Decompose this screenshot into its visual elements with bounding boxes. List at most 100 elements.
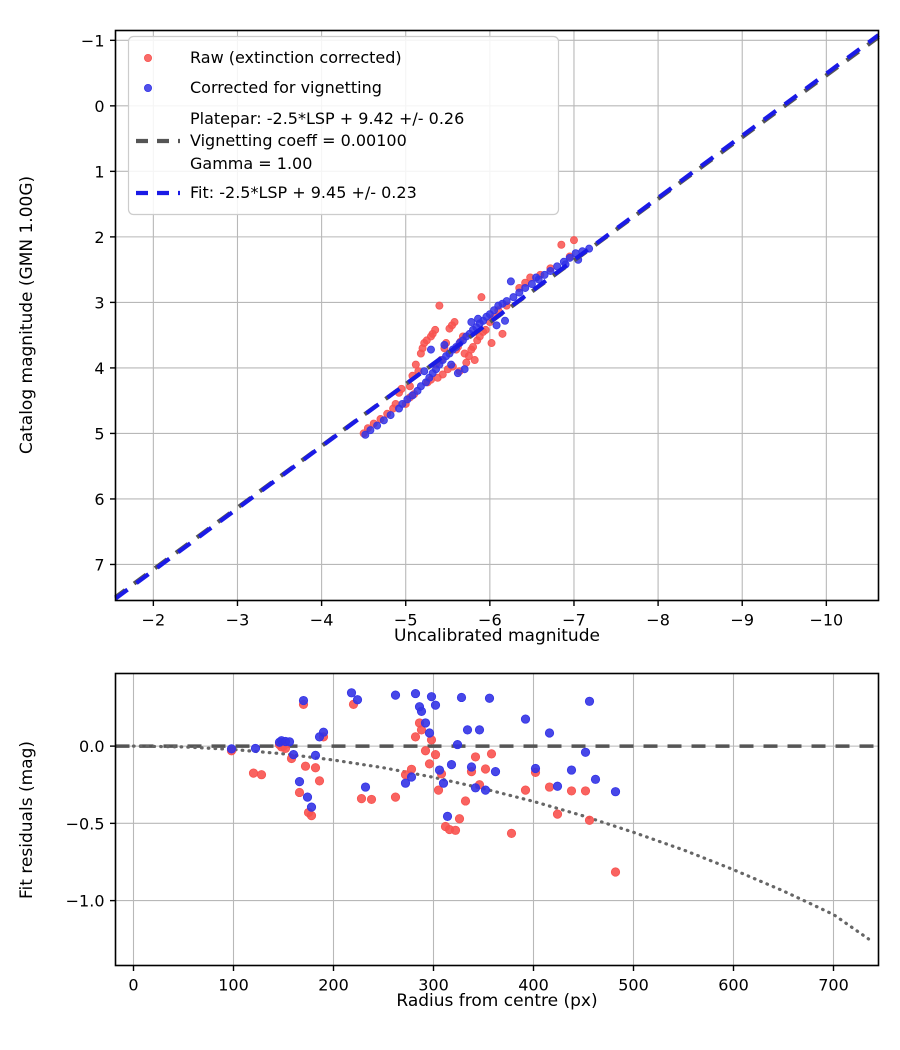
- data-point: [580, 747, 591, 757]
- tick-label-y: 3: [94, 293, 104, 312]
- data-point: [433, 785, 444, 795]
- tick-label-x: −4: [310, 611, 334, 630]
- data-point: [480, 764, 491, 774]
- data-point: [298, 695, 309, 706]
- data-point: [506, 277, 515, 286]
- data-point: [450, 825, 461, 835]
- data-point: [487, 339, 496, 348]
- data-point: [306, 811, 317, 821]
- bottom-panel-ylabel: Fit residuals (mag): [17, 741, 37, 899]
- data-point: [410, 732, 421, 742]
- tick-label-x: 500: [618, 976, 649, 995]
- tick-label-x: 100: [218, 976, 249, 995]
- legend-label: Gamma = 1.00: [190, 154, 312, 173]
- data-point: [500, 316, 509, 325]
- tick-label-x: −2: [142, 611, 166, 630]
- data-point: [509, 293, 518, 302]
- legend-entries: Raw (extinction corrected) Corrected for …: [136, 48, 464, 202]
- legend-label: Platepar: -2.5*LSP + 9.42 +/- 0.26: [190, 109, 464, 128]
- data-point: [474, 725, 485, 735]
- data-point: [584, 696, 595, 706]
- data-point: [515, 288, 524, 297]
- legend-marker-dot: [143, 54, 152, 63]
- data-point: [462, 358, 471, 367]
- legend-label: Vignetting coeff = 0.00100: [190, 131, 407, 150]
- data-point: [435, 301, 444, 310]
- data-point: [406, 772, 417, 782]
- data-point: [502, 297, 511, 306]
- tick-label-x: 0: [128, 976, 138, 995]
- top-panel-xlabel: Uncalibrated magnitude: [394, 626, 600, 646]
- data-point: [406, 764, 417, 774]
- data-point: [420, 746, 431, 756]
- tick-label-x: −10: [809, 611, 843, 630]
- data-point: [454, 814, 465, 824]
- bottom-panel-frame: [114, 672, 880, 967]
- data-point: [557, 240, 566, 249]
- data-point: [248, 768, 259, 778]
- data-point: [361, 430, 370, 439]
- series-corrected: [226, 688, 621, 822]
- data-point: [410, 688, 421, 699]
- data-point: [540, 270, 549, 279]
- data-point: [530, 763, 541, 774]
- data-point: [284, 737, 295, 747]
- data-point: [480, 785, 491, 795]
- data-point: [420, 718, 431, 728]
- data-point: [424, 728, 435, 738]
- data-point: [426, 692, 437, 702]
- data-point: [434, 765, 445, 775]
- data-point: [470, 356, 479, 365]
- data-point: [460, 796, 471, 806]
- data-point: [379, 416, 388, 425]
- legend-box: [127, 35, 560, 216]
- tick-label-x: 200: [318, 976, 349, 995]
- data-point: [310, 750, 321, 760]
- tick-label-x: 600: [718, 976, 749, 995]
- tick-label-y: 0.0: [79, 737, 104, 756]
- tick-label-y: 7: [94, 555, 104, 574]
- tick-label-x: −7: [562, 611, 586, 630]
- data-point: [506, 828, 517, 839]
- tick-label-x: −3: [226, 611, 250, 630]
- data-point: [400, 778, 411, 788]
- tick-label-x: 300: [418, 976, 449, 995]
- data-point: [366, 426, 375, 435]
- data-point: [498, 329, 507, 338]
- data-point: [552, 809, 563, 819]
- data-point: [470, 783, 481, 793]
- legend-marker-dot: [143, 84, 152, 93]
- data-point: [520, 785, 531, 795]
- bottom-panel-curves: [115, 744, 879, 941]
- data-point: [442, 811, 453, 822]
- data-point: [546, 266, 555, 275]
- data-point: [390, 690, 401, 700]
- data-point: [544, 728, 555, 738]
- data-point: [453, 369, 462, 378]
- data-point: [250, 743, 261, 754]
- data-point: [569, 236, 578, 245]
- bottom-panel-xlabel: Radius from centre (px): [396, 991, 597, 1011]
- data-point: [438, 370, 447, 379]
- data-point: [314, 776, 325, 786]
- top-panel-fit-lines: [114, 33, 880, 601]
- tick-label-y: 4: [94, 359, 104, 378]
- top-panel-frame: [114, 29, 880, 602]
- tick-label-y: 1: [94, 162, 104, 181]
- data-point: [366, 794, 377, 805]
- data-point: [450, 318, 459, 327]
- data-point: [580, 786, 591, 796]
- data-point: [373, 421, 382, 430]
- data-point: [294, 777, 305, 787]
- tick-label-x: −6: [478, 611, 502, 630]
- data-point: [318, 727, 329, 737]
- data-point: [590, 774, 601, 784]
- vignetting-model-curve: [131, 744, 871, 941]
- data-point: [460, 365, 469, 374]
- data-point: [356, 794, 367, 804]
- data-point: [462, 725, 473, 735]
- data-point: [527, 280, 536, 289]
- data-point: [467, 318, 476, 327]
- data-point: [521, 283, 530, 292]
- tick-label-x: −8: [646, 611, 670, 630]
